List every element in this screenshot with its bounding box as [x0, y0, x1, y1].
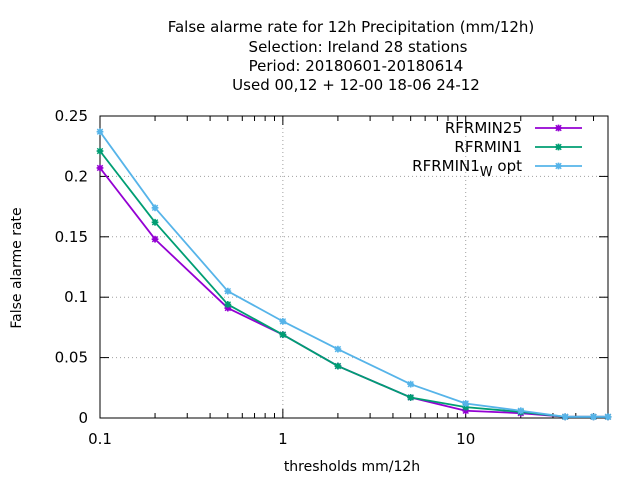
- chart-title-line-1: False alarme rate for 12h Precipitation …: [168, 18, 535, 36]
- data-point: [151, 235, 159, 243]
- series-2: [96, 147, 612, 421]
- series-line: [99, 131, 608, 418]
- plot-grid: [100, 116, 608, 418]
- series-1: [96, 164, 612, 421]
- legend-label: RFRMIN25: [445, 119, 522, 137]
- chart-title-line-4: Used 00,12 + 12-00 18-06 24-12: [232, 76, 480, 94]
- data-point: [279, 317, 287, 325]
- axis-tick-labels: 0 0.05 0.1 0.15 0.2 0.25 0.1 1 10: [55, 107, 476, 448]
- data-point: [561, 413, 569, 421]
- x-axis-label: thresholds mm/12h: [284, 459, 420, 475]
- x-tick-label: 0.1: [88, 430, 112, 448]
- legend-label: RFRMIN1W opt: [412, 157, 522, 180]
- y-tick-label: 0.15: [55, 228, 88, 246]
- data-point: [151, 204, 159, 212]
- data-point: [334, 345, 342, 353]
- legend-item: RFRMIN25: [445, 119, 582, 137]
- data-point: [555, 162, 562, 170]
- y-tick-label: 0.1: [64, 288, 88, 306]
- data-point: [407, 380, 415, 388]
- legend-item: RFRMIN1: [454, 138, 582, 156]
- x-tick-label: 1: [278, 430, 288, 448]
- series-line: [99, 150, 608, 418]
- data-point: [407, 394, 415, 401]
- data-point: [517, 407, 525, 415]
- legend-label: RFRMIN1: [454, 138, 522, 156]
- data-point: [151, 218, 159, 226]
- data-point: [224, 301, 232, 308]
- chart-title-line-3: Period: 20180601-20180614: [249, 57, 464, 75]
- x-tick-label: 10: [456, 430, 475, 448]
- data-point: [334, 362, 342, 370]
- plot-frame: [99, 115, 609, 419]
- chart-title: False alarme rate for 12h Precipitation …: [168, 18, 535, 94]
- data-point: [96, 147, 104, 155]
- data-point: [224, 287, 232, 295]
- data-point: [555, 143, 562, 151]
- data-point: [462, 400, 470, 407]
- data-point: [555, 124, 562, 132]
- data-point: [96, 128, 104, 136]
- data-point: [604, 413, 612, 421]
- y-tick-label: 0: [78, 409, 88, 427]
- data-point: [96, 164, 104, 172]
- chart-title-line-2: Selection: Ireland 28 stations: [249, 38, 468, 56]
- data-point: [590, 413, 597, 421]
- series-layer: [96, 128, 612, 421]
- y-axis-label: False alarme rate: [9, 207, 25, 328]
- y-tick-label: 0.2: [64, 167, 88, 185]
- y-tick-label: 0.25: [55, 107, 88, 125]
- legend-item: RFRMIN1W opt: [412, 157, 582, 180]
- data-point: [279, 331, 287, 339]
- series-line: [99, 167, 608, 418]
- y-tick-label: 0.05: [55, 349, 88, 367]
- series-3: [96, 128, 612, 421]
